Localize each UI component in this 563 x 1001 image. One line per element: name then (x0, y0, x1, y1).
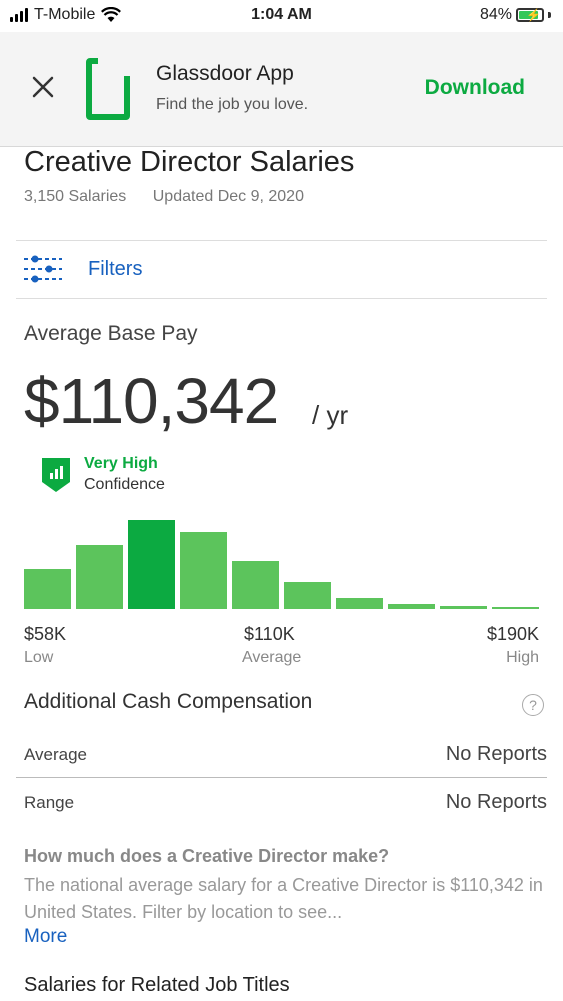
banner-tagline: Find the job you love. (156, 96, 309, 113)
banner-app-name: Glassdoor App (156, 62, 294, 85)
axis-average-value: $110K (244, 624, 295, 644)
axis-high-caption: High (506, 649, 539, 666)
range-row-label: Range (24, 793, 75, 812)
battery-status: 84% ⚡ (480, 6, 551, 24)
histogram-bar (24, 569, 71, 609)
page-title: Creative Director Salaries (24, 146, 355, 178)
axis-low-caption: Low (24, 649, 54, 666)
page-meta: 3,150 Salaries Updated Dec 9, 2020 (24, 188, 326, 206)
axis-high-value: $190K (486, 624, 539, 644)
histogram-bar (388, 604, 435, 609)
clock: 1:04 AM (251, 6, 312, 23)
histogram-bar (232, 561, 279, 609)
download-button[interactable]: Download (424, 76, 525, 99)
filters-label: Filters (88, 257, 143, 280)
confidence-level: Very High (84, 455, 158, 472)
additional-compensation-title: Additional Cash Compensation (24, 690, 313, 713)
close-icon[interactable] (28, 72, 58, 102)
carrier-name: T-Mobile (34, 6, 96, 23)
updated-date: Updated Dec 9, 2020 (152, 188, 304, 205)
faq-question: How much does a Creative Director make? (24, 846, 390, 866)
divider (16, 298, 547, 299)
range-row-value: No Reports (445, 791, 547, 813)
confidence-label: Confidence (84, 476, 165, 493)
histogram-bar (492, 607, 539, 609)
signal-icon (10, 8, 28, 22)
axis-low-value: $58K (24, 624, 67, 644)
divider (16, 777, 547, 778)
wifi-icon (101, 7, 122, 22)
axis-average-caption: Average (242, 649, 302, 666)
status-bar: T-Mobile 1:04 AM 84% ⚡ (0, 0, 563, 32)
battery-icon: ⚡ (516, 8, 544, 22)
average-row-label: Average (24, 745, 88, 764)
divider (16, 240, 547, 241)
histogram-bar (76, 545, 123, 609)
related-titles-heading: Salaries for Related Job Titles (24, 974, 290, 996)
salaries-count: 3,150 Salaries (24, 188, 127, 205)
average-row-value: No Reports (445, 743, 547, 765)
confidence-shield-icon (42, 458, 70, 492)
glassdoor-logo-icon (86, 58, 130, 120)
help-icon[interactable]: ? (522, 694, 544, 716)
histogram-bar (336, 598, 383, 609)
histogram-bar (128, 520, 175, 609)
average-base-pay-label: Average Base Pay (24, 322, 198, 345)
carrier: T-Mobile (10, 6, 122, 24)
faq-answer: The national average salary for a Creati… (24, 875, 543, 922)
sliders-icon (24, 255, 62, 283)
app-banner: Glassdoor App Find the job you love. Dow… (0, 32, 563, 147)
pay-unit: / yr (312, 400, 349, 430)
histogram-bar (440, 606, 487, 609)
histogram-bar (180, 532, 227, 609)
filters-button[interactable]: Filters (24, 254, 142, 284)
histogram-bar (284, 582, 331, 609)
more-link[interactable]: More (24, 926, 68, 947)
average-base-pay-amount: $110,342 (24, 365, 279, 437)
battery-percent: 84% (479, 6, 512, 23)
